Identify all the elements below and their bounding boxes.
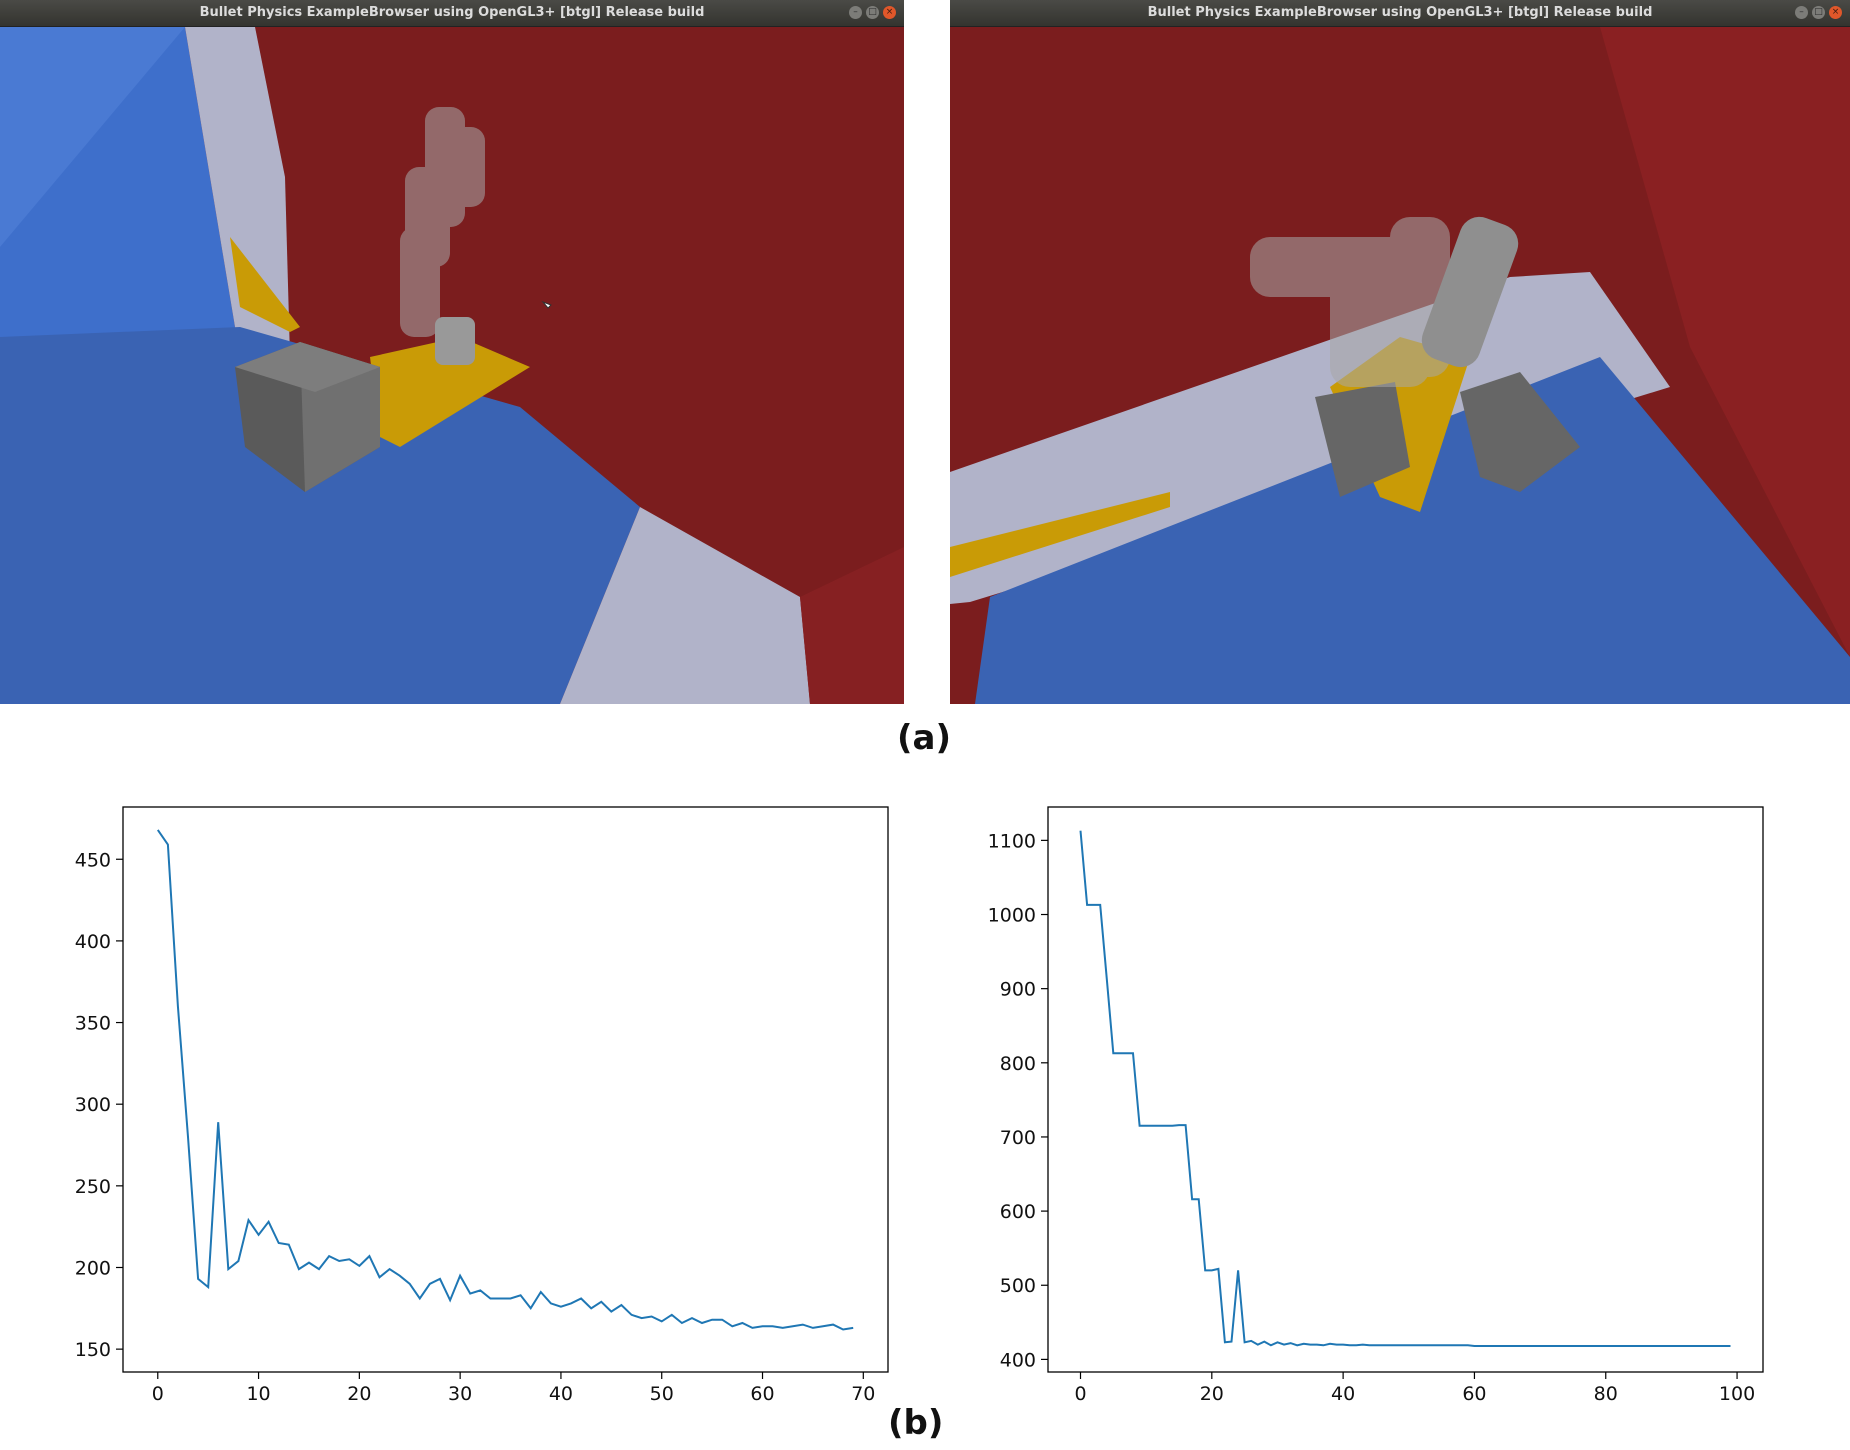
y-tick-label: 400: [1000, 1349, 1036, 1371]
mouse-cursor-icon: [541, 300, 552, 309]
y-tick-label: 250: [75, 1176, 111, 1198]
y-tick-label: 600: [1000, 1201, 1036, 1223]
minimize-button[interactable]: –: [849, 6, 862, 19]
close-button[interactable]: ×: [883, 6, 896, 19]
x-tick-label: 60: [1462, 1383, 1486, 1405]
side-ramp: [230, 237, 300, 332]
minimize-button[interactable]: –: [1795, 6, 1808, 19]
yellow-platform: [370, 337, 530, 447]
loss-chart-right: 0 20 40 60 80 100 400 500 600 700 800 900 1000 1100: [940, 800, 1800, 1424]
y-tick-label: 500: [1000, 1275, 1036, 1297]
light-wall: [950, 272, 1670, 604]
yellow-ramp: [950, 492, 1170, 577]
x-tick-label: 10: [246, 1383, 270, 1405]
close-button[interactable]: ×: [1829, 6, 1842, 19]
y-tick-label: 450: [75, 849, 111, 871]
y-tick-label: 150: [75, 1339, 111, 1361]
robot-arm: [1421, 216, 1519, 368]
gray-box-left: [1315, 382, 1410, 497]
x-tick-label: 100: [1719, 1383, 1755, 1405]
maximize-button[interactable]: □: [1812, 6, 1825, 19]
y-tick-label: 1100: [988, 830, 1036, 852]
x-tick-label: 50: [650, 1383, 674, 1405]
caption-b: (b): [888, 1403, 944, 1443]
light-wall: [185, 27, 290, 357]
scene-render: [950, 27, 1850, 704]
floor: [975, 357, 1850, 704]
x-tick-label: 70: [851, 1383, 875, 1405]
x-tick-label: 30: [448, 1383, 472, 1405]
x-tick-label: 80: [1594, 1383, 1618, 1405]
floor: [0, 327, 640, 704]
caption-a: (a): [897, 718, 952, 758]
x-tick-label: 0: [1074, 1383, 1086, 1405]
simulator-window-left[interactable]: Bullet Physics ExampleBrowser using Open…: [0, 0, 904, 704]
y-tick-label: 350: [75, 1013, 111, 1035]
chart-svg-left: 0 10 20 30 40 50 60 70 150 200 250 300 350 400 450: [75, 806, 889, 1405]
y-tick-label: 400: [75, 931, 111, 953]
window-title: Bullet Physics ExampleBrowser using Open…: [1147, 5, 1653, 20]
y-tick-label: 700: [1000, 1127, 1036, 1149]
x-tick-label: 40: [549, 1383, 573, 1405]
chart-svg-right: 0 20 40 60 80 100 400 500 600 700 800 900 1000 1100: [988, 806, 1764, 1405]
y-tick-label: 1000: [988, 905, 1036, 927]
gray-box-right: [1460, 372, 1580, 492]
y-tick-label: 300: [75, 1094, 111, 1116]
robot-arm-ghosts: [1250, 217, 1450, 387]
robot-base: [435, 317, 475, 365]
maximize-button[interactable]: □: [866, 6, 879, 19]
y-tick-label: 800: [1000, 1053, 1036, 1075]
x-tick-label: 20: [347, 1383, 371, 1405]
x-tick-label: 0: [152, 1383, 164, 1405]
x-tick-label: 60: [750, 1383, 774, 1405]
title-bar[interactable]: Bullet Physics ExampleBrowser using Open…: [950, 0, 1850, 27]
title-bar[interactable]: Bullet Physics ExampleBrowser using Open…: [0, 0, 904, 27]
window-title: Bullet Physics ExampleBrowser using Open…: [199, 5, 705, 20]
simulator-window-right[interactable]: Bullet Physics ExampleBrowser using Open…: [950, 0, 1850, 704]
loss-chart-left: 0 10 20 30 40 50 60 70 150 200 250 300 350 400 450: [40, 800, 900, 1424]
series-line: [156, 829, 854, 1331]
plot-frame: [122, 806, 889, 1373]
scene-render: [0, 27, 904, 704]
x-tick-label: 40: [1331, 1383, 1355, 1405]
robot-arm-ghosts: [400, 107, 485, 337]
3d-viewport[interactable]: [950, 27, 1850, 704]
y-tick-label: 900: [1000, 979, 1036, 1001]
x-tick-label: 20: [1200, 1383, 1224, 1405]
plot-frame: [1047, 806, 1764, 1373]
3d-viewport[interactable]: [0, 27, 904, 704]
y-tick-label: 200: [75, 1257, 111, 1279]
series-line: [1079, 830, 1731, 1347]
